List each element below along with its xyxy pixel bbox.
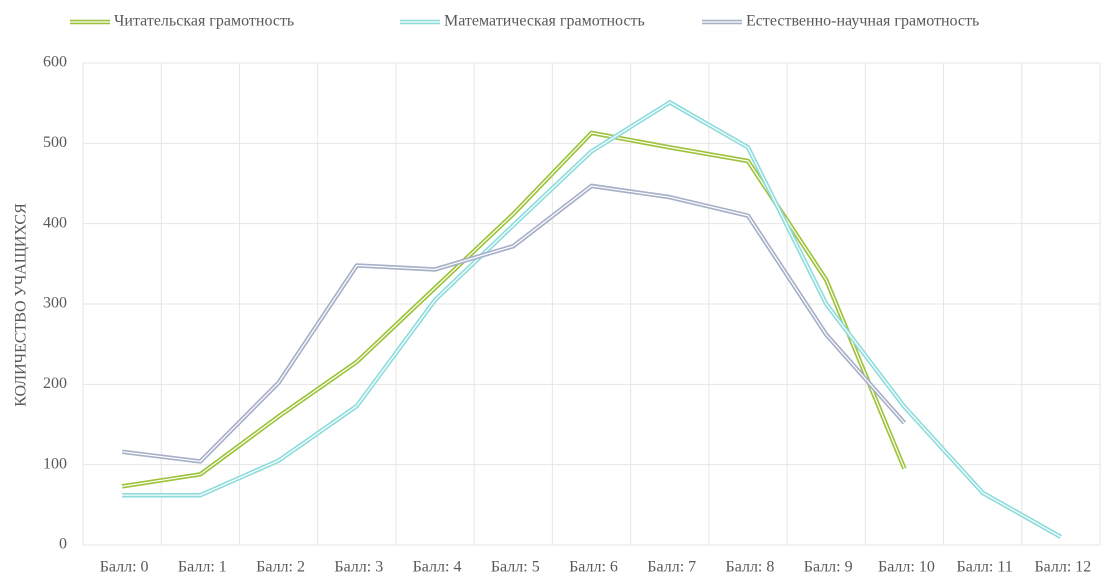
- x-tick-label: Балл: 5: [491, 559, 540, 576]
- x-tick-label: Балл: 8: [726, 559, 775, 576]
- y-tick-label: 500: [43, 134, 67, 151]
- y-tick-label: 100: [43, 455, 67, 472]
- x-tick-label: Балл: 2: [256, 559, 305, 576]
- legend-label: Математическая грамотность: [444, 13, 645, 30]
- x-tick-label: Балл: 1: [178, 559, 227, 576]
- y-tick-label: 600: [43, 54, 67, 71]
- x-tick-label: Балл: 0: [100, 559, 149, 576]
- x-tick-label: Балл: 3: [334, 559, 383, 576]
- x-tick-label: Балл: 7: [647, 559, 696, 576]
- series-line-inner: [122, 185, 905, 463]
- y-tick-label: 200: [43, 375, 67, 392]
- x-tick-label: Балл: 12: [1034, 559, 1091, 576]
- x-tick-label: Балл: 9: [804, 559, 853, 576]
- series-line-inner: [122, 101, 1062, 538]
- legend-label: Естественно-научная грамотность: [746, 13, 979, 30]
- y-tick-label: 300: [43, 295, 67, 312]
- x-tick-label: Балл: 4: [413, 559, 462, 576]
- x-tick-label: Балл: 6: [569, 559, 618, 576]
- y-tick-label: 0: [59, 536, 67, 553]
- x-tick-label: Балл: 11: [957, 559, 1013, 576]
- y-tick-label: 400: [43, 214, 67, 231]
- legend-label: Читательская грамотность: [114, 13, 294, 30]
- series-line: [122, 100, 1062, 539]
- x-tick-label: Балл: 10: [878, 559, 935, 576]
- y-axis-label: КОЛИЧЕСТВО УЧАЩИХСЯ: [13, 203, 30, 407]
